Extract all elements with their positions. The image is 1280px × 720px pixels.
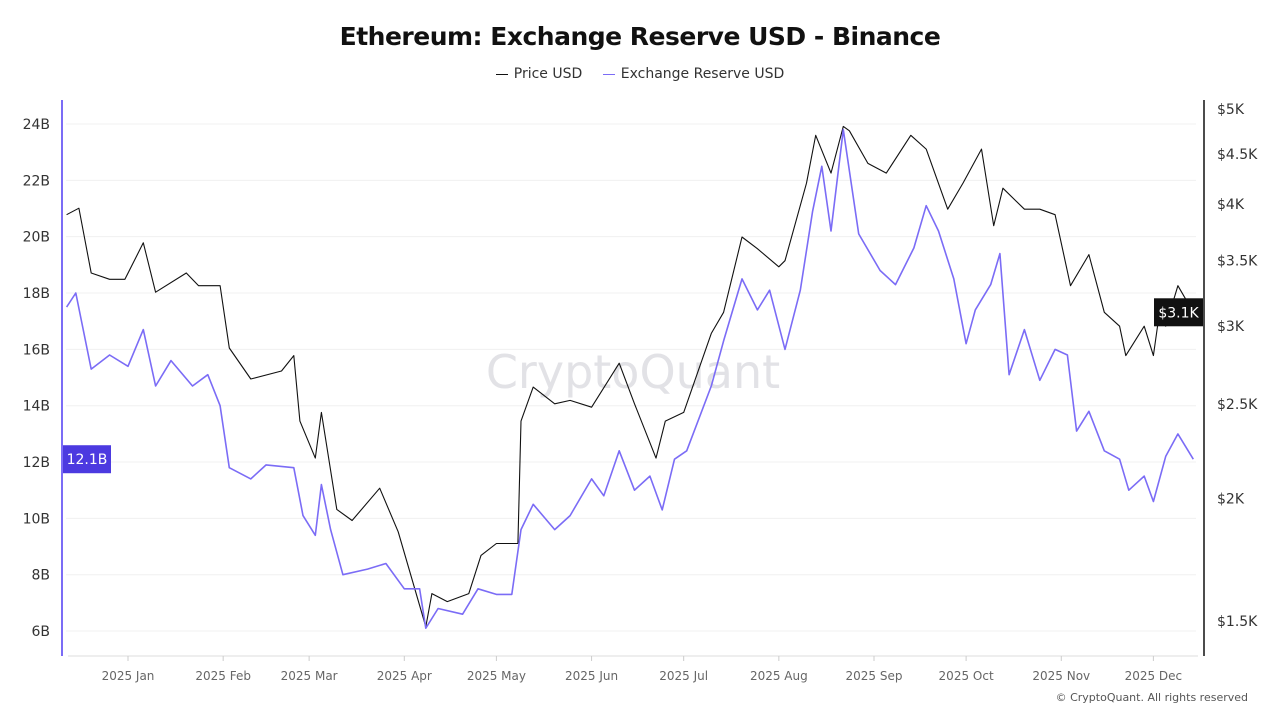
left-tick-label: 16B xyxy=(23,342,50,358)
left-tick-label: 22B xyxy=(23,173,50,189)
price-current-badge xyxy=(1154,298,1203,327)
watermark: CryptoQuant xyxy=(486,345,780,399)
x-tick-label: 2025 Oct xyxy=(939,669,994,683)
x-tick-label: 2025 Aug xyxy=(750,669,808,683)
right-tick-label: $2K xyxy=(1217,492,1245,508)
reserve-series-line xyxy=(65,128,1194,630)
price-series-line xyxy=(66,125,1194,628)
x-tick-label: 2025 Nov xyxy=(1032,669,1090,683)
legend-item-reserve[interactable]: Exchange Reserve USD xyxy=(602,66,785,83)
left-tick-label: 8B xyxy=(31,568,50,584)
left-tick-label: 12B xyxy=(23,455,50,471)
legend-label: Exchange Reserve USD xyxy=(620,66,785,83)
x-tick-label: 2025 Sep xyxy=(846,669,903,683)
x-tick-label: 2025 Jul xyxy=(659,669,708,683)
right-tick-label: $1.5K xyxy=(1217,614,1258,630)
x-tick-label: 2025 May xyxy=(467,669,526,683)
left-tick-label: 20B xyxy=(23,230,50,246)
x-tick-label: 2025 Mar xyxy=(281,669,338,683)
right-tick-label: $2.5K xyxy=(1217,397,1258,413)
left-tick-label: 18B xyxy=(23,286,50,302)
x-tick-label: 2025 Feb xyxy=(195,669,251,683)
right-tick-label: $4K xyxy=(1217,197,1245,213)
x-tick-label: 2025 Jun xyxy=(565,669,618,683)
left-tick-label: 10B xyxy=(23,511,50,527)
x-tick-label: 2025 Dec xyxy=(1125,669,1183,683)
x-tick-label: 2025 Apr xyxy=(377,669,432,683)
right-tick-label: $3.5K xyxy=(1217,254,1258,270)
x-tick-label: 2025 Jan xyxy=(102,669,155,683)
chart-title: Ethereum: Exchange Reserve USD - Binance xyxy=(339,22,941,51)
price-swatch xyxy=(495,73,508,75)
legend: Price USD Exchange Reserve USD xyxy=(0,63,1280,82)
left-tick-label: 6B xyxy=(31,624,50,640)
right-tick-label: $3K xyxy=(1217,319,1245,335)
legend-item-price[interactable]: Price USD xyxy=(495,66,583,83)
left-tick-label: 14B xyxy=(23,399,50,415)
right-tick-label: $5K xyxy=(1217,102,1245,118)
reserve-current-label: 12.1B xyxy=(67,452,108,468)
price-current-label: $3.1K xyxy=(1158,305,1199,321)
legend-label: Price USD xyxy=(513,66,583,83)
reserve-swatch xyxy=(602,73,615,75)
reserve-current-badge xyxy=(63,445,111,474)
right-tick-label: $4.5K xyxy=(1217,147,1258,163)
copyright: © CryptoQuant. All rights reserved xyxy=(1055,691,1248,704)
left-tick-label: 24B xyxy=(23,117,50,133)
